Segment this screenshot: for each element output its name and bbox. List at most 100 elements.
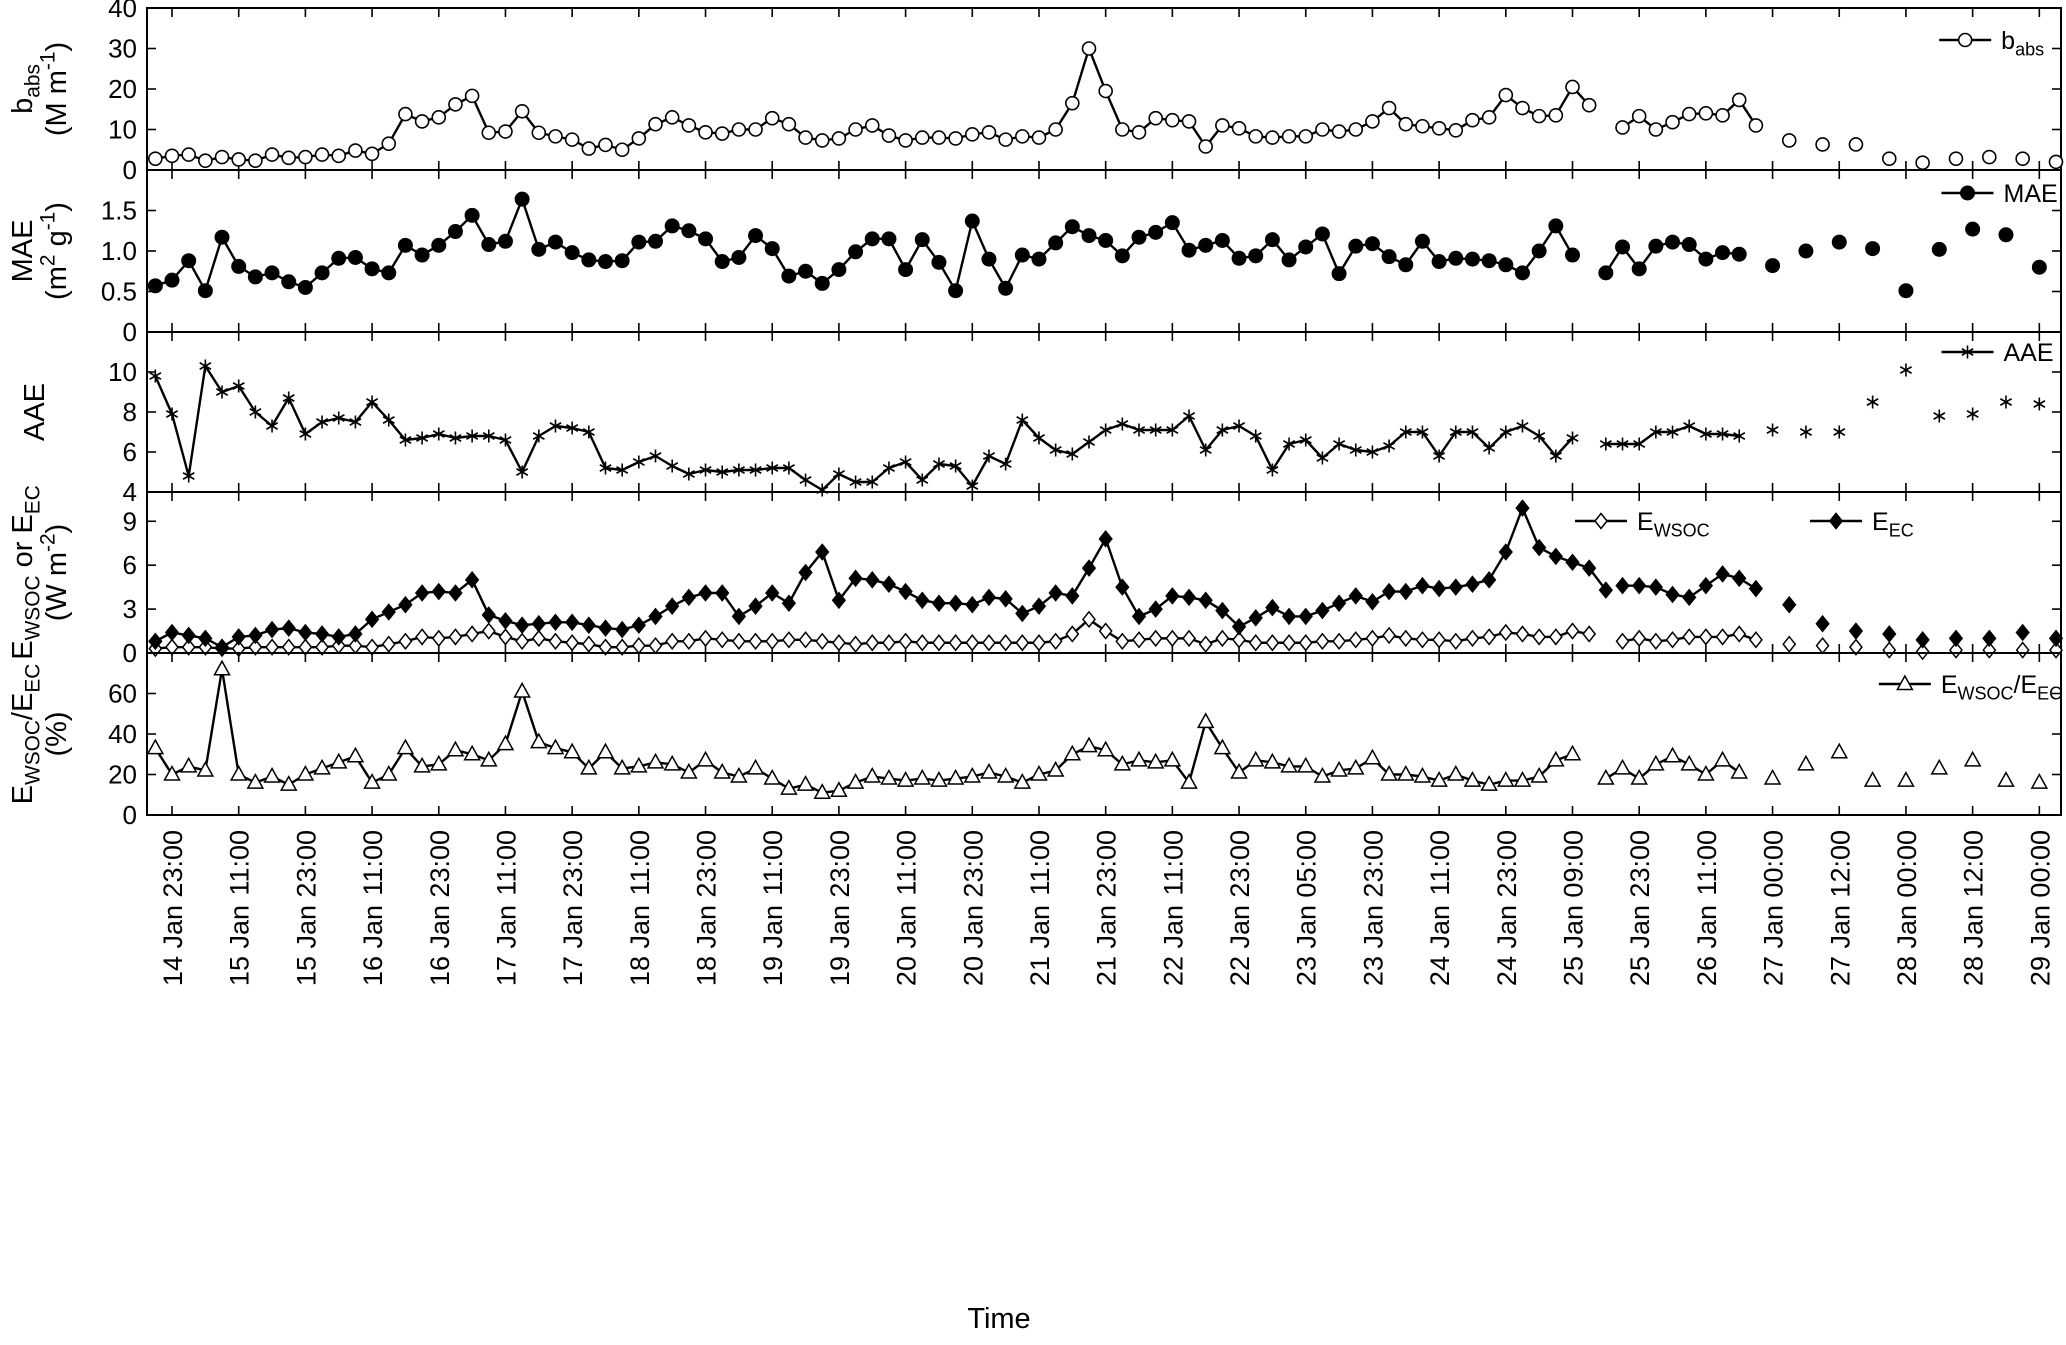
data-point: [346, 746, 365, 763]
data-point: [1164, 215, 1180, 231]
data-point: [513, 681, 531, 698]
data-point: [1215, 629, 1230, 648]
data-point: [1665, 114, 1680, 130]
data-point: [1365, 592, 1380, 611]
data-point: [1933, 409, 1946, 423]
x-tick-date-label: 29 Jan: [2025, 905, 2055, 986]
x-axis-title: Time: [967, 1303, 1030, 1335]
data-point: [1931, 241, 1947, 257]
data-point: [1566, 431, 1579, 445]
data-point: [1882, 641, 1897, 659]
data-point: [464, 88, 480, 104]
data-point: [765, 584, 780, 602]
data-point: [1448, 578, 1463, 596]
data-point: [349, 415, 362, 429]
series-line: [154, 364, 1574, 492]
data-point: [1548, 218, 1564, 234]
data-point: [531, 614, 546, 633]
data-point: [249, 405, 262, 419]
data-point: [1431, 254, 1447, 270]
data-point: [598, 619, 613, 637]
data-point: [846, 773, 865, 789]
data-point: [1647, 754, 1665, 771]
data-point: [731, 632, 746, 650]
data-point: [229, 764, 248, 781]
data-point: [448, 97, 463, 112]
data-point: [664, 110, 680, 125]
data-point: [1015, 634, 1030, 652]
data-point: [1448, 250, 1464, 266]
data-point: [848, 635, 863, 653]
data-point: [1031, 130, 1047, 145]
x-tick-time-label: 11:00: [491, 830, 521, 896]
data-point: [1715, 565, 1730, 583]
data-point: [1581, 97, 1597, 113]
data-point: [499, 433, 512, 447]
data-point: [314, 147, 330, 162]
data-point: [814, 133, 830, 148]
data-point: [1731, 246, 1747, 262]
data-point: [696, 750, 715, 767]
x-tick-date-label: 18 Jan: [692, 905, 722, 986]
data-point: [798, 563, 813, 582]
data-point: [1514, 265, 1530, 281]
data-point: [431, 629, 446, 648]
x-tick-time-label: 11:00: [225, 830, 255, 896]
data-point: [1515, 625, 1530, 643]
data-point: [964, 127, 980, 142]
data-point: [1447, 764, 1465, 781]
y-tick-label: 10: [108, 115, 137, 145]
data-point: [665, 632, 680, 650]
data-point: [1265, 634, 1280, 652]
data-point: [1065, 95, 1080, 111]
data-point: [1231, 120, 1247, 136]
data-point: [564, 245, 580, 261]
x-tick-time-label: 11:00: [1692, 830, 1722, 896]
data-point: [1148, 629, 1163, 648]
data-point: [748, 228, 764, 244]
data-point: [1415, 576, 1430, 595]
data-point: [498, 124, 513, 139]
data-point: [1296, 756, 1315, 773]
x-tick-date-label: 15 Jan: [225, 905, 255, 986]
data-point: [231, 628, 246, 646]
data-point: [713, 762, 731, 779]
data-point: [1030, 764, 1048, 781]
data-point: [1715, 628, 1730, 646]
data-point: [347, 249, 363, 265]
data-point: [1213, 738, 1232, 755]
x-tick-date-label: 23 Jan: [1358, 905, 1388, 986]
data-point: [1014, 247, 1030, 263]
data-point: [214, 149, 230, 165]
data-point: [1582, 625, 1597, 643]
data-point: [1431, 120, 1447, 136]
data-point: [781, 268, 797, 284]
x-tick-time-label: 23:00: [1092, 830, 1122, 898]
data-point: [1248, 248, 1264, 264]
data-point: [1015, 129, 1030, 144]
data-point: [1182, 409, 1196, 423]
data-point: [698, 125, 713, 140]
data-point: [299, 427, 312, 441]
data-point: [1298, 607, 1313, 626]
data-point: [1165, 587, 1180, 605]
data-point: [664, 218, 680, 234]
y-tick-label: 0: [123, 317, 137, 347]
data-point: [1196, 712, 1215, 729]
data-point: [616, 463, 629, 477]
data-point: [480, 750, 498, 767]
data-point: [582, 425, 595, 439]
y-axis-title-line1: EWSOC or EEC: [7, 485, 44, 660]
data-point: [681, 223, 697, 239]
data-point: [1631, 108, 1647, 124]
data-point: [1081, 559, 1097, 577]
data-point: [1049, 443, 1062, 457]
data-point: [1497, 771, 1515, 787]
data-point: [932, 457, 945, 471]
data-point: [898, 582, 913, 601]
data-point: [2015, 623, 2030, 642]
y-axis-title-line2: (W m-2): [37, 524, 74, 621]
data-point: [964, 213, 980, 229]
y-axis-title-line2: (M m-1): [37, 42, 74, 136]
data-point: [1930, 758, 1949, 775]
